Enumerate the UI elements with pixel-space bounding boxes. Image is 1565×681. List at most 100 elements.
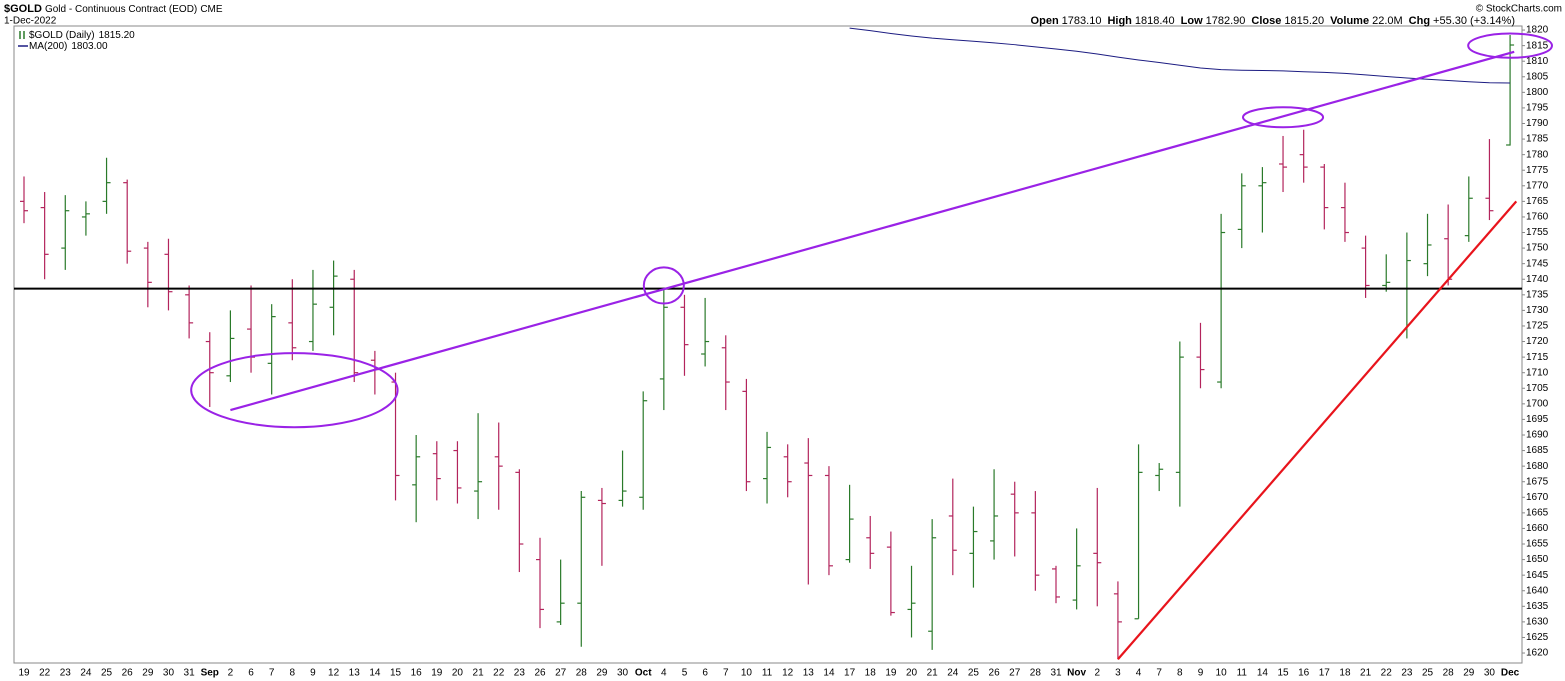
y-tick-label: 1680 [1526, 461, 1549, 472]
x-tick-label: 17 [844, 668, 856, 679]
x-tick-label: 23 [514, 668, 526, 679]
x-tick-label: 15 [1277, 668, 1289, 679]
x-tick-label: 25 [968, 668, 980, 679]
quote-value: 1818.40 [1135, 15, 1175, 27]
x-tick-label: 3 [1115, 668, 1121, 679]
y-tick-label: 1780 [1526, 149, 1549, 160]
legend-value: 1815.20 [99, 30, 136, 41]
x-tick-label: 12 [782, 668, 794, 679]
x-tick-label: 22 [493, 668, 505, 679]
x-tick-label: 20 [906, 668, 918, 679]
legend-name: $GOLD (Daily) [29, 30, 95, 41]
y-tick-label: 1810 [1526, 56, 1549, 67]
x-tick-label: 11 [1237, 668, 1248, 679]
x-tick-label: 19 [885, 668, 897, 679]
legend-value: 1803.00 [71, 41, 108, 52]
x-tick-label: 9 [1198, 668, 1204, 679]
x-tick-label: 8 [1177, 668, 1183, 679]
x-tick-label: 31 [1050, 668, 1062, 679]
highlight-ellipse [642, 266, 685, 305]
y-tick-label: 1795 [1526, 103, 1549, 114]
x-tick-label: 22 [39, 668, 51, 679]
x-tick-label: 25 [1422, 668, 1434, 679]
y-tick-label: 1815 [1526, 40, 1549, 51]
highlight-ellipse [1241, 106, 1325, 129]
x-tick-label: 5 [682, 668, 688, 679]
x-tick-label: 18 [865, 668, 877, 679]
y-tick-label: 1650 [1526, 554, 1549, 565]
y-tick-label: 1715 [1526, 352, 1549, 363]
y-tick-label: 1755 [1526, 227, 1549, 238]
trendline [1117, 200, 1518, 660]
x-tick-label: 31 [184, 668, 196, 679]
y-tick-label: 1700 [1526, 398, 1549, 409]
x-tick-label: 27 [1009, 668, 1021, 679]
x-tick-label: 23 [60, 668, 72, 679]
x-tick-label: 22 [1381, 668, 1393, 679]
x-tick-label: 23 [1401, 668, 1413, 679]
x-tick-label: 21 [927, 668, 939, 679]
x-tick-label: 7 [723, 668, 729, 679]
x-tick-label: 9 [310, 668, 316, 679]
y-tick-label: 1665 [1526, 508, 1549, 519]
x-tick-label: 7 [1156, 668, 1162, 679]
y-tick-label: 1820 [1526, 25, 1549, 36]
plot [14, 27, 1522, 660]
exchange: CME [200, 4, 223, 15]
quote-label: High [1107, 15, 1132, 27]
plot-frame [13, 25, 1523, 664]
x-tick-label: 20 [452, 668, 464, 679]
y-tick-label: 1710 [1526, 367, 1549, 378]
y-tick-label: 1695 [1526, 414, 1549, 425]
x-tick-label: 16 [411, 668, 423, 679]
x-tick-label: 4 [661, 668, 667, 679]
quote-value: 1815.20 [1284, 15, 1324, 27]
y-tick-label: 1655 [1526, 539, 1549, 550]
x-tick-label: 18 [1339, 668, 1351, 679]
x-tick-label: 30 [1484, 668, 1496, 679]
trendline [230, 50, 1515, 412]
y-tick-label: 1640 [1526, 585, 1549, 596]
x-tick-label: 19 [431, 668, 443, 679]
quote-label: Close [1251, 15, 1281, 27]
x-tick-label: 24 [947, 668, 959, 679]
y-tick-label: 1645 [1526, 570, 1549, 581]
quote-label: Low [1181, 15, 1203, 27]
x-tick-label: 26 [989, 668, 1001, 679]
y-tick-label: 1745 [1526, 258, 1549, 269]
quote-line: Open 1783.10 High 1818.40 Low 1782.90 Close 181… [1031, 15, 1515, 27]
x-tick-label: 10 [741, 668, 753, 679]
y-tick-label: 1625 [1526, 632, 1549, 643]
y-tick-label: 1675 [1526, 476, 1549, 487]
x-tick-label: 13 [349, 668, 361, 679]
y-tick-label: 1635 [1526, 601, 1549, 612]
y-tick-label: 1790 [1526, 118, 1549, 129]
date: 1-Dec-2022 [4, 16, 57, 27]
x-tick-label: 11 [762, 668, 773, 679]
quote-value: 1782.90 [1206, 15, 1246, 27]
x-tick-label: 2 [228, 668, 234, 679]
x-tick-label: 26 [534, 668, 546, 679]
y-tick-label: 1765 [1526, 196, 1549, 207]
credit: © StockCharts.com [1476, 4, 1562, 15]
symbol-name: Gold - Continuous Contract (EOD) [45, 4, 197, 15]
quote-value: +55.30 (+3.14%) [1433, 15, 1515, 27]
x-tick-label: 28 [1030, 668, 1042, 679]
legend-entry: $GOLD (Daily) 1815.20 [29, 30, 135, 41]
legend-name: MA(200) [29, 41, 67, 52]
legend-entry: MA(200) 1803.00 [29, 41, 108, 52]
y-tick-label: 1670 [1526, 492, 1549, 503]
y-tick-label: 1730 [1526, 305, 1549, 316]
highlight-ellipse [1467, 32, 1553, 59]
x-tick-label: 21 [1360, 668, 1372, 679]
x-tick-label: 6 [248, 668, 254, 679]
x-tick-label: 10 [1216, 668, 1228, 679]
x-tick-label: Dec [1501, 668, 1520, 679]
x-tick-label: 19 [18, 668, 30, 679]
x-tick-label: Oct [635, 668, 652, 679]
y-tick-label: 1800 [1526, 87, 1549, 98]
x-tick-label: 27 [555, 668, 567, 679]
x-tick-label: 4 [1136, 668, 1142, 679]
y-tick-label: 1735 [1526, 289, 1549, 300]
